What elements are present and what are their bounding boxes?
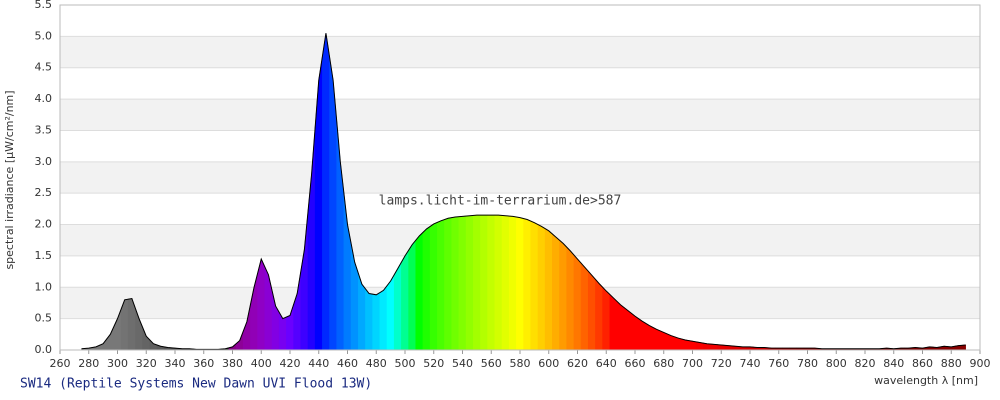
spectrum-slice	[573, 254, 582, 351]
grid-band	[60, 161, 980, 194]
spectrum-slice	[523, 218, 532, 351]
spectrum-slice	[429, 221, 438, 351]
spectrum-slice	[587, 270, 596, 351]
y-tick-label: 4.0	[35, 92, 53, 105]
x-tick-label: 440	[308, 357, 329, 370]
x-tick-label: 260	[50, 357, 71, 370]
x-tick-label: 340	[165, 357, 186, 370]
x-tick-label: 460	[337, 357, 358, 370]
spectrum-slice	[257, 258, 266, 351]
spectrum-slice	[552, 233, 560, 351]
plot-area: 0.0 0.5 1.0 1.5 2.0 2.5 3.0 3.5 4.0 4.5 5.0 5.5 260 2…	[35, 0, 991, 370]
spectrum-slice	[437, 219, 445, 351]
x-tick-label: 500	[395, 357, 416, 370]
spectrum-slice	[616, 300, 625, 351]
x-tick-label: 320	[136, 357, 157, 370]
x-tick-label: 360	[193, 357, 214, 370]
x-tick-label: 600	[538, 357, 559, 370]
spectrum-slice	[580, 262, 589, 351]
watermark: lamps.licht-im-terrarium.de>587	[379, 194, 622, 209]
y-tick-label: 3.5	[35, 123, 53, 136]
grid-band	[60, 99, 980, 131]
x-tick-label: 580	[510, 357, 531, 370]
x-tick-label: 520	[423, 357, 444, 370]
y-axis-label: spectral irradiance [µW/cm²/nm]	[3, 90, 16, 269]
y-tick-label: 1.0	[35, 280, 53, 293]
spectrum-slice	[508, 215, 517, 351]
x-tick-label: 620	[567, 357, 588, 370]
y-tick-label: 3.0	[35, 155, 53, 168]
x-tick-label: 560	[481, 357, 502, 370]
y-tick-label: 5.5	[35, 0, 53, 11]
x-tick-label: 420	[280, 357, 301, 370]
grid-band	[60, 36, 980, 68]
x-tick-label: 280	[78, 357, 99, 370]
x-tick-label: 760	[768, 357, 789, 370]
spectrum-slice	[365, 287, 373, 351]
spectrum-slice	[623, 307, 632, 351]
spectrum-slice	[465, 215, 474, 351]
spectrum-slice	[638, 318, 647, 351]
x-tick-label: 400	[251, 357, 272, 370]
spectrum-slice	[501, 215, 510, 351]
spectrum-slice	[472, 214, 481, 351]
x-tick-label: 480	[366, 357, 387, 370]
y-tick-label: 2.5	[35, 186, 53, 199]
x-tick-label: 700	[682, 357, 703, 370]
x-tick-label: 880	[941, 357, 962, 370]
spectrum-slice	[487, 214, 496, 351]
spectrum-slice	[401, 249, 409, 351]
x-tick-label: 680	[653, 357, 674, 370]
spectrum-slice	[494, 214, 503, 351]
spectrum-slice	[451, 216, 460, 351]
spectrum-outline	[81, 33, 966, 350]
spectrum-slice	[415, 231, 424, 351]
spectrum-slice	[566, 246, 575, 351]
spectrum-slice	[631, 312, 639, 351]
y-tick-label: 2.0	[35, 218, 53, 231]
spectrum-slice	[530, 220, 539, 351]
spectrum-slice	[609, 293, 618, 351]
spectrum-slice	[422, 225, 431, 351]
spectrum-slice	[595, 278, 603, 351]
y-tick-label: 1.5	[35, 249, 53, 262]
spectrum-slice	[559, 239, 568, 351]
chart-title: SW14 (Reptile Systems New Dawn UVI Flood…	[20, 377, 372, 392]
y-tick-label: 5.0	[35, 29, 53, 42]
y-tick-label: 4.5	[35, 61, 53, 74]
x-tick-label: 380	[222, 357, 243, 370]
x-tick-label: 300	[107, 357, 128, 370]
spectrum-slice	[379, 284, 388, 351]
x-tick-label: 720	[711, 357, 732, 370]
x-tick-label: 820	[855, 357, 876, 370]
spectrum-slice	[516, 216, 524, 351]
spectrum-slice	[322, 33, 330, 351]
y-tick-label: 0.0	[35, 343, 53, 356]
x-tick-label: 740	[740, 357, 761, 370]
x-tick-label: 860	[912, 357, 933, 370]
x-axis-label: wavelength λ [nm]	[874, 374, 978, 387]
spectrum-slice	[544, 228, 553, 351]
x-tick-label: 800	[826, 357, 847, 370]
y-tick-label: 0.5	[35, 312, 53, 325]
x-tick-label: 780	[797, 357, 818, 370]
x-tick-label: 540	[452, 357, 473, 370]
spectrum-slice	[537, 224, 546, 351]
x-tick-label: 660	[625, 357, 646, 370]
spectrum-slice	[458, 215, 467, 351]
plot-frame	[59, 4, 981, 351]
x-tick-label: 840	[883, 357, 904, 370]
spectrum-slice	[444, 217, 453, 351]
spectrum-slice	[393, 261, 402, 351]
spectrum-slice	[480, 214, 488, 351]
spectrum-slice	[386, 273, 395, 351]
spectrum-slice	[602, 286, 611, 351]
x-tick-label: 640	[596, 357, 617, 370]
spectrum-slice	[408, 239, 417, 351]
spectrum-slice	[372, 292, 381, 351]
x-tick-label: 900	[970, 357, 991, 370]
